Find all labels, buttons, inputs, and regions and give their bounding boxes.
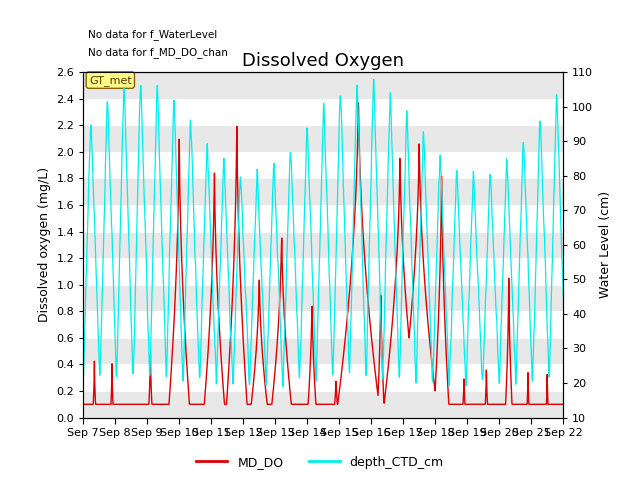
Y-axis label: Water Level (cm): Water Level (cm) (599, 191, 612, 299)
Bar (83, 125, 563, 152)
Bar (83, 285, 563, 311)
Title: Dissolved Oxygen: Dissolved Oxygen (242, 52, 404, 71)
Bar (83, 72, 563, 98)
Bar (83, 338, 563, 364)
Text: No data for f_WaterLevel: No data for f_WaterLevel (88, 29, 217, 40)
Bar (83, 179, 563, 205)
Y-axis label: Dissolved oxygen (mg/L): Dissolved oxygen (mg/L) (38, 167, 51, 323)
Bar (83, 231, 563, 258)
Legend: MD_DO, depth_CTD_cm: MD_DO, depth_CTD_cm (191, 451, 449, 474)
Text: GT_met: GT_met (89, 74, 132, 85)
Text: No data for f_MD_DO_chan: No data for f_MD_DO_chan (88, 47, 228, 58)
Bar (83, 391, 563, 418)
